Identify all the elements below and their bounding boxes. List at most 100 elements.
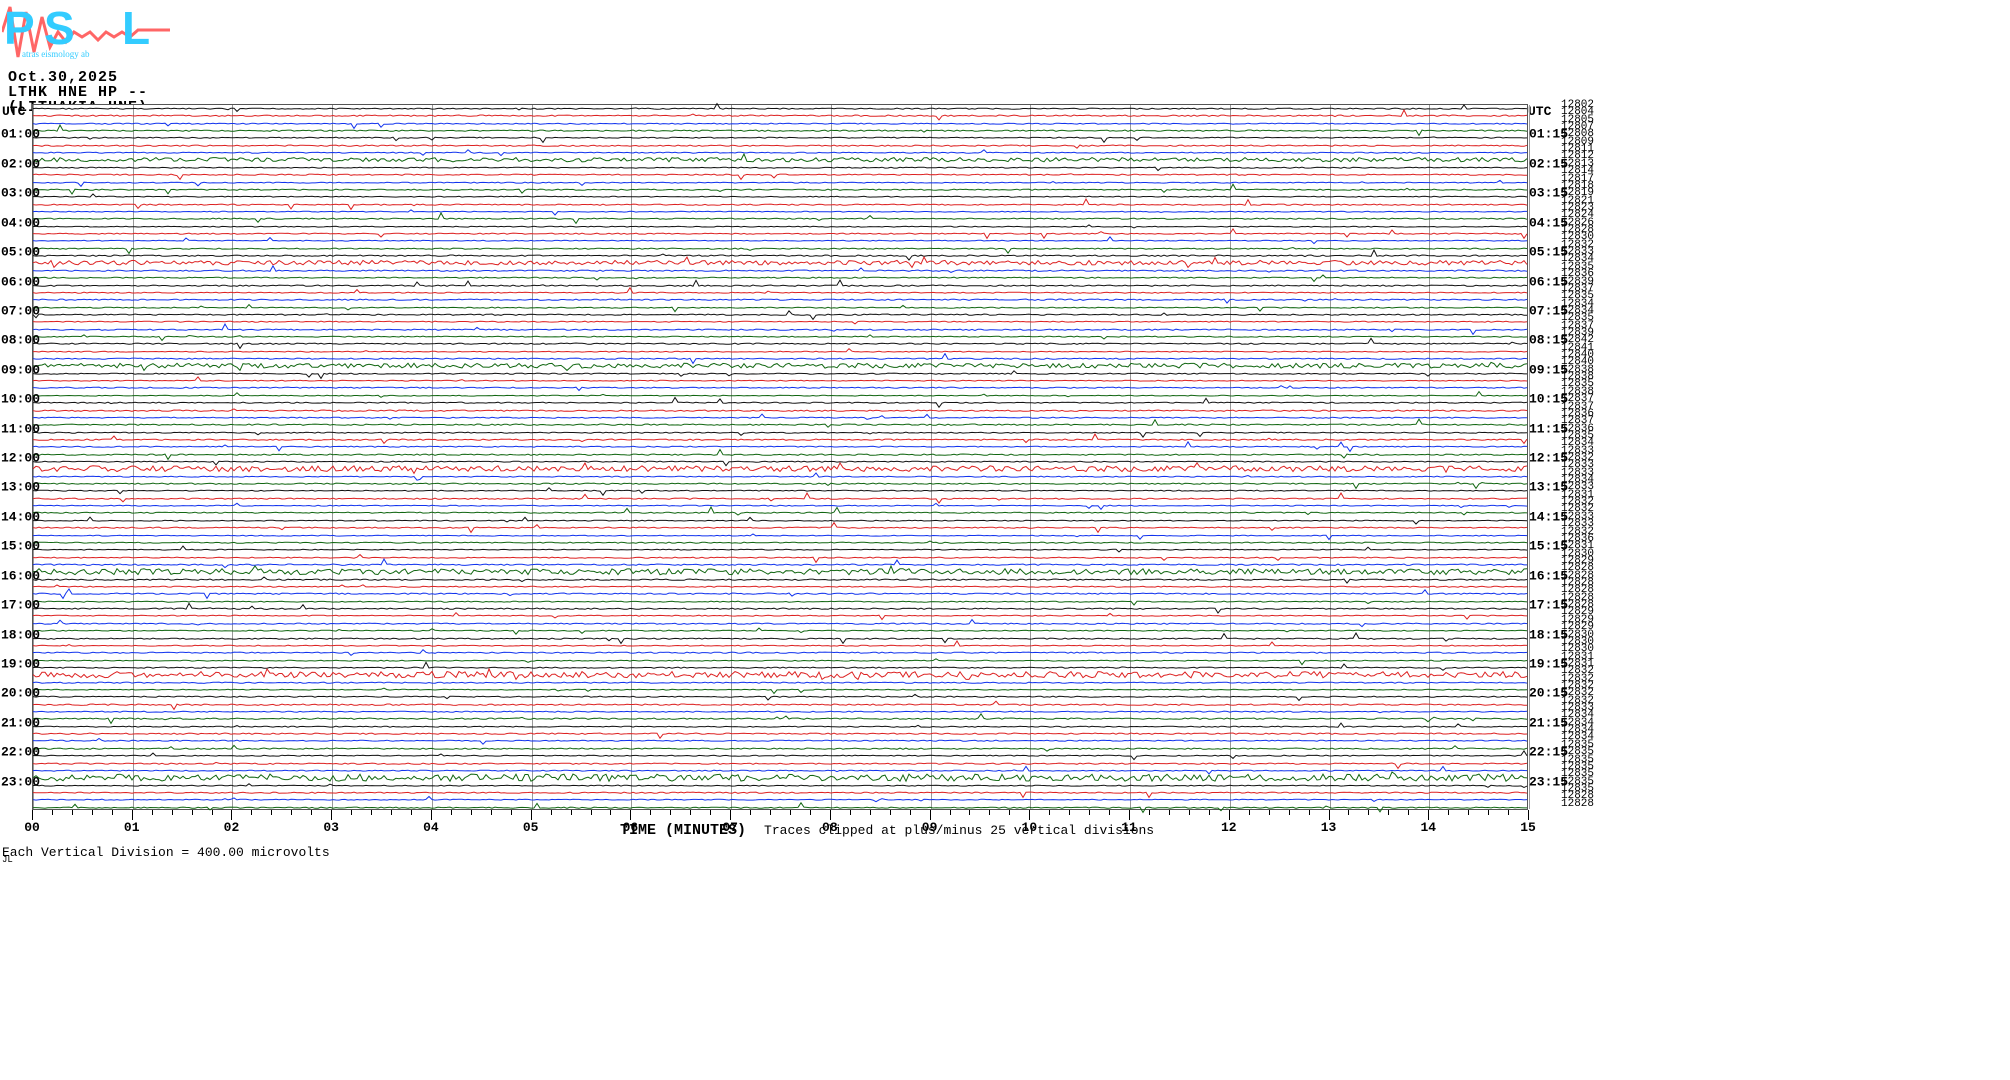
axis-subtick [112, 810, 113, 815]
hour-label-right: 01:15 [1529, 127, 1565, 142]
axis-subtick [1348, 810, 1349, 815]
svg-text:S: S [44, 2, 75, 54]
hour-label-left: 23:00 [1, 774, 31, 789]
axis-tick [1528, 810, 1529, 820]
axis-subtick [1368, 810, 1369, 815]
axis-subtick [212, 810, 213, 815]
axis-tick [1428, 810, 1429, 820]
hour-label-right: 13:15 [1529, 480, 1565, 495]
axis-tick [231, 810, 232, 820]
axis-subtick [291, 810, 292, 815]
hour-label-right: 06:15 [1529, 274, 1565, 289]
axis-subtick [72, 810, 73, 815]
hour-label-left: 02:00 [1, 156, 31, 171]
hour-label-left: 09:00 [1, 362, 31, 377]
svg-text:P: P [4, 2, 35, 54]
axis-tick [331, 810, 332, 820]
axis-subtick [1049, 810, 1050, 815]
axis-subtick [1189, 810, 1190, 815]
axis-minute-label: 03 [323, 820, 339, 835]
axis-subtick [491, 810, 492, 815]
vertical-division-note: Each Vertical Division = 400.00 microvol… [2, 845, 330, 860]
hour-label-left: 22:00 [1, 745, 31, 760]
svg-text:L: L [122, 2, 150, 54]
axis-subtick [371, 810, 372, 815]
axis-minute-label: 00 [24, 820, 40, 835]
axis-subtick [1269, 810, 1270, 815]
hour-label-right: 19:15 [1529, 656, 1565, 671]
axis-subtick [391, 810, 392, 815]
axis-subtick [1069, 810, 1070, 815]
hour-label-right: 03:15 [1529, 186, 1565, 201]
hour-label-left: 19:00 [1, 656, 31, 671]
axis-minute-label: 13 [1321, 820, 1337, 835]
hour-label-left: 17:00 [1, 598, 31, 613]
hour-label-left: 07:00 [1, 303, 31, 318]
hour-label-right: 12:15 [1529, 451, 1565, 466]
axis-subtick [1109, 810, 1110, 815]
hour-label-left: 21:00 [1, 715, 31, 730]
axis-minute-label: 01 [124, 820, 140, 835]
axis-subtick [451, 810, 452, 815]
hour-label-right: 21:15 [1529, 715, 1565, 730]
axis-subtick [271, 810, 272, 815]
utc-label-left: UTC [2, 104, 25, 119]
hour-label-left: 18:00 [1, 627, 31, 642]
axis-subtick [411, 810, 412, 815]
hour-label-right: 02:15 [1529, 156, 1565, 171]
axis-subtick [251, 810, 252, 815]
utc-label-right: UTC [1528, 104, 1551, 119]
axis-subtick [192, 810, 193, 815]
hour-label-left: 01:00 [1, 127, 31, 142]
axis-subtick [850, 810, 851, 815]
hour-label-left: 05:00 [1, 245, 31, 260]
axis-subtick [950, 810, 951, 815]
hour-label-right: 04:15 [1529, 215, 1565, 230]
row-counter-value: 12828 [1561, 798, 1607, 810]
hour-label-left: 12:00 [1, 451, 31, 466]
hour-label-right: 11:15 [1529, 421, 1565, 436]
axis-subtick [1468, 810, 1469, 815]
hour-label-right: 23:15 [1529, 774, 1565, 789]
axis-tick [1129, 810, 1130, 820]
svg-text:atras eismology ab: atras eismology ab [22, 49, 90, 59]
axis-subtick [571, 810, 572, 815]
hour-label-left: 15:00 [1, 539, 31, 554]
axis-tick [930, 810, 931, 820]
axis-tick [132, 810, 133, 820]
axis-subtick [710, 810, 711, 815]
axis-subtick [591, 810, 592, 815]
header-station-line: LTHK HNE HP -- [8, 85, 148, 100]
axis-subtick [610, 810, 611, 815]
hour-label-right: 07:15 [1529, 303, 1565, 318]
axis-subtick [52, 810, 53, 815]
axis-tick [431, 810, 432, 820]
axis-tick [531, 810, 532, 820]
seismogram-chart[interactable]: 12802 12804 12805 12807 01:00 01:15 12808 12809… [32, 104, 1528, 810]
axis-tick [1329, 810, 1330, 820]
axis-subtick [690, 810, 691, 815]
axis-subtick [92, 810, 93, 815]
axis-subtick [1249, 810, 1250, 815]
axis-subtick [471, 810, 472, 815]
axis-subtick [770, 810, 771, 815]
axis-minute-label: 05 [523, 820, 539, 835]
axis-subtick [810, 810, 811, 815]
axis-subtick [1508, 810, 1509, 815]
axis-subtick [1089, 810, 1090, 815]
hour-label-left: 08:00 [1, 333, 31, 348]
axis-minute-label: 14 [1420, 820, 1436, 835]
axis-subtick [910, 810, 911, 815]
axis-subtick [890, 810, 891, 815]
axis-subtick [750, 810, 751, 815]
hour-label-left: 03:00 [1, 186, 31, 201]
time-axis-caption: TIME (MINUTES) Traces clipped at plus/mi… [620, 822, 1154, 839]
hour-label-left: 06:00 [1, 274, 31, 289]
hour-label-left: 04:00 [1, 215, 31, 230]
hour-label-left: 11:00 [1, 421, 31, 436]
axis-subtick [1169, 810, 1170, 815]
axis-tick [32, 810, 33, 820]
axis-minute-label: 04 [423, 820, 439, 835]
axis-minute-label: 15 [1520, 820, 1536, 835]
hour-label-right: 17:15 [1529, 598, 1565, 613]
